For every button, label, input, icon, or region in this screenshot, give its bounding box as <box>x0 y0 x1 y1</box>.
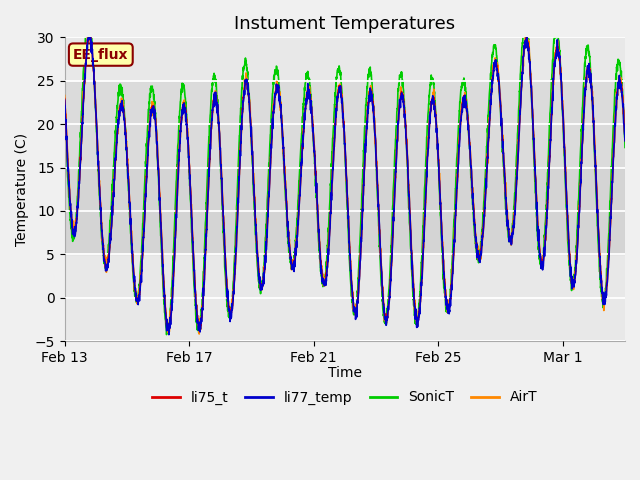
Text: EE_flux: EE_flux <box>73 48 129 61</box>
AirT <box>621 134 629 140</box>
li75_t <box>149 103 157 109</box>
Line: SonicT: SonicT <box>65 37 625 335</box>
Bar <box>65 81 625 168</box>
li75_t <box>363 116 371 121</box>
AirT <box>363 118 371 123</box>
SonicT <box>149 86 157 92</box>
li77_temp <box>61 97 68 103</box>
AirT <box>61 93 68 98</box>
li77_temp <box>115 108 123 114</box>
SonicT <box>81 35 89 40</box>
SonicT <box>549 59 557 64</box>
SonicT <box>264 173 272 179</box>
SonicT <box>186 168 193 174</box>
AirT <box>149 105 157 111</box>
SonicT <box>163 332 170 337</box>
li75_t <box>115 108 123 113</box>
SonicT <box>61 102 68 108</box>
AirT <box>115 110 123 116</box>
Line: li77_temp: li77_temp <box>65 37 625 335</box>
li77_temp <box>149 109 157 115</box>
li75_t <box>186 161 193 167</box>
li77_temp <box>621 138 629 144</box>
li77_temp <box>165 332 173 337</box>
li75_t <box>621 138 629 144</box>
SonicT <box>115 83 123 88</box>
li75_t <box>264 200 272 206</box>
li75_t <box>549 89 557 95</box>
AirT <box>84 35 92 40</box>
Bar <box>65 168 625 254</box>
Line: li75_t: li75_t <box>65 37 625 332</box>
AirT <box>549 84 557 89</box>
Y-axis label: Temperature (C): Temperature (C) <box>15 132 29 246</box>
li77_temp <box>264 196 272 202</box>
SonicT <box>621 144 629 150</box>
Title: Instument Temperatures: Instument Temperatures <box>234 15 456 33</box>
li75_t <box>165 329 173 335</box>
Line: AirT: AirT <box>65 37 625 334</box>
AirT <box>264 197 272 203</box>
li77_temp <box>363 121 371 127</box>
li77_temp <box>85 35 93 40</box>
Legend: li75_t, li77_temp, SonicT, AirT: li75_t, li77_temp, SonicT, AirT <box>147 385 543 410</box>
SonicT <box>363 84 371 89</box>
li75_t <box>85 35 93 40</box>
AirT <box>195 331 203 337</box>
AirT <box>185 153 193 159</box>
X-axis label: Time: Time <box>328 366 362 380</box>
li75_t <box>61 96 68 102</box>
li77_temp <box>549 97 557 103</box>
li77_temp <box>186 162 193 168</box>
